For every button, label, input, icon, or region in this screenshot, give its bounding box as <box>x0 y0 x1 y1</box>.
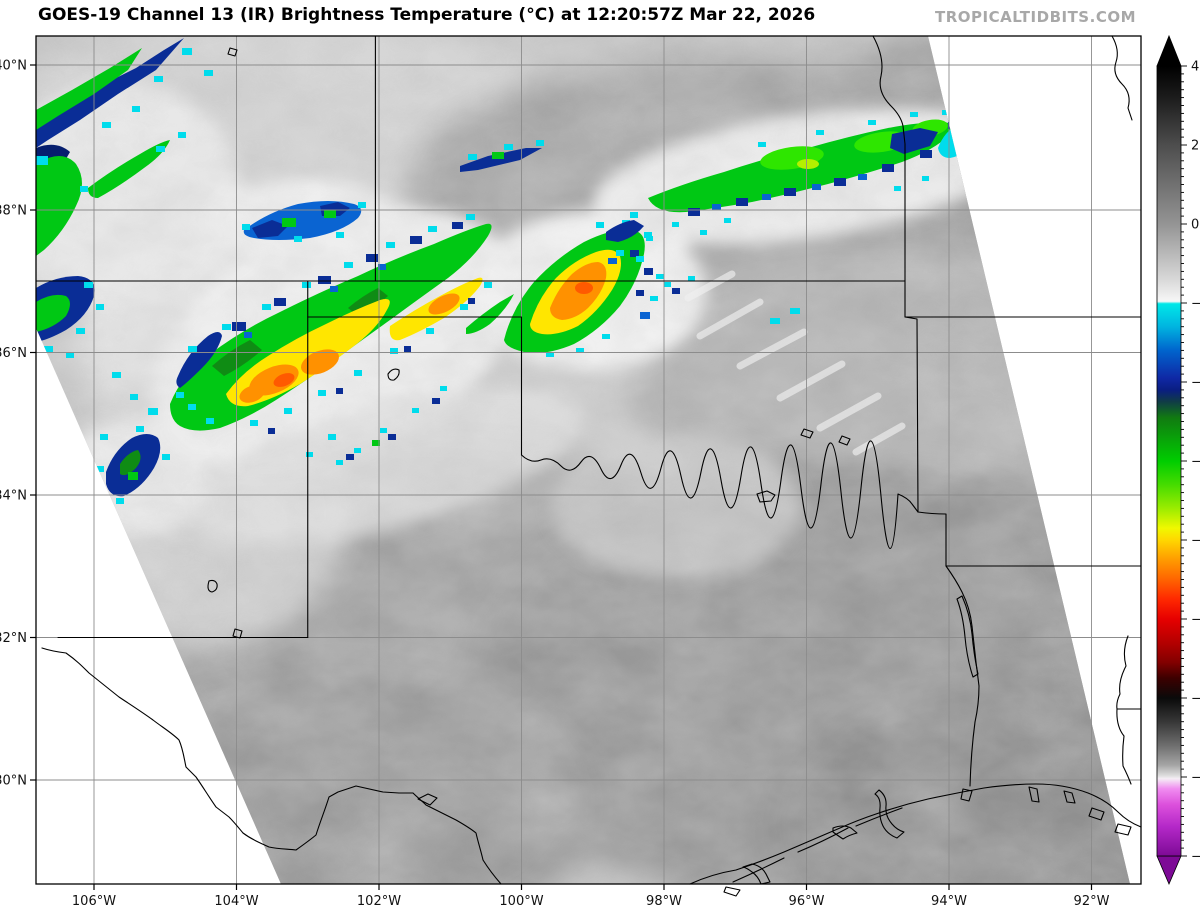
colorbar-tick-label: 0 <box>1191 218 1199 233</box>
border-ks-mo <box>872 35 906 318</box>
satellite-imagery <box>36 36 1130 884</box>
colorbar-tick-label: −20 <box>1191 297 1200 312</box>
page-title: GOES-19 Channel 13 (IR) Brightness Tempe… <box>38 5 816 25</box>
toledo-bend-lake <box>956 595 979 678</box>
map-frame <box>35 35 1142 885</box>
lon-tick-label: 94°W <box>931 894 967 906</box>
colorbar-gradient-bar <box>1156 65 1182 857</box>
lon-tick-label: 92°W <box>1074 894 1110 906</box>
lat-tick-label: 34°N <box>0 489 27 504</box>
colorbar-tick-label: 40 <box>1191 60 1200 75</box>
amistad-lake <box>417 793 438 806</box>
lat-tick-label: 36°N <box>0 346 27 361</box>
rio-grande <box>41 647 502 885</box>
cloud-noise-dark <box>36 36 1130 884</box>
colorbar-tick-label: −50 <box>1191 534 1200 549</box>
colorbar: 40 20 0 −20 −30 −40 −50 −60 −70 −80 −90 <box>1156 34 1200 886</box>
lake-texoma <box>756 490 776 503</box>
geography-lines <box>35 35 1142 897</box>
lon-tick-label: 98°W <box>646 894 682 906</box>
lon-tick-label: 106°W <box>72 894 116 906</box>
lat-tick-label: 38°N <box>0 204 27 219</box>
border-red-river <box>520 440 919 549</box>
colorbar-labels: 40 20 0 −20 −30 −40 −50 −60 −70 −80 −90 <box>1191 60 1200 865</box>
colorbar-top-arrow <box>1156 34 1182 67</box>
colorbar-tick-label: −70 <box>1191 692 1200 707</box>
mississippi-river-north <box>1111 35 1133 121</box>
mississippi-river-south <box>1116 635 1132 785</box>
colorbar-tick-label: −60 <box>1191 613 1200 628</box>
lon-tick-label: 100°W <box>499 894 543 906</box>
graticule <box>36 36 1141 884</box>
colorbar-tick-label: −30 <box>1191 376 1200 391</box>
lat-tick-label: 30°N <box>0 774 27 789</box>
storm-cell-northwest <box>36 38 544 504</box>
border-tx-panhandle <box>307 316 523 456</box>
lat-tick-label: 32°N <box>0 631 27 646</box>
border-sabine <box>945 565 980 787</box>
lon-tick-label: 104°W <box>214 894 258 906</box>
lake-meredith <box>387 368 400 381</box>
lon-tick-label: 96°W <box>789 894 825 906</box>
cirrus-wisps <box>684 270 906 456</box>
lon-tick-label: 102°W <box>357 894 401 906</box>
state-borders <box>35 35 1142 787</box>
storm-cell-panhandle <box>170 214 492 465</box>
coastline <box>689 783 1142 897</box>
border-ok-ar <box>904 316 919 513</box>
lakes <box>207 47 1132 836</box>
lat-tick-label: 40°N <box>0 59 27 74</box>
axis-ticks-and-labels: 40°N 38°N 36°N 34°N 32°N 30°N 106°W 104°W 102°W 1… <box>0 59 1110 906</box>
colorbar-tick-label: −80 <box>1191 771 1200 786</box>
border-tx-ar <box>917 511 947 567</box>
colorbar-ticks <box>1181 65 1187 857</box>
colorbar-tick-label: −90 <box>1191 850 1200 865</box>
colorbar-tick-label: −40 <box>1191 455 1200 470</box>
colorbar-tick-label: 20 <box>1191 139 1200 154</box>
colorbar-bottom-arrow <box>1156 855 1182 886</box>
watermark: TROPICALTIDBITS.COM <box>935 8 1136 26</box>
